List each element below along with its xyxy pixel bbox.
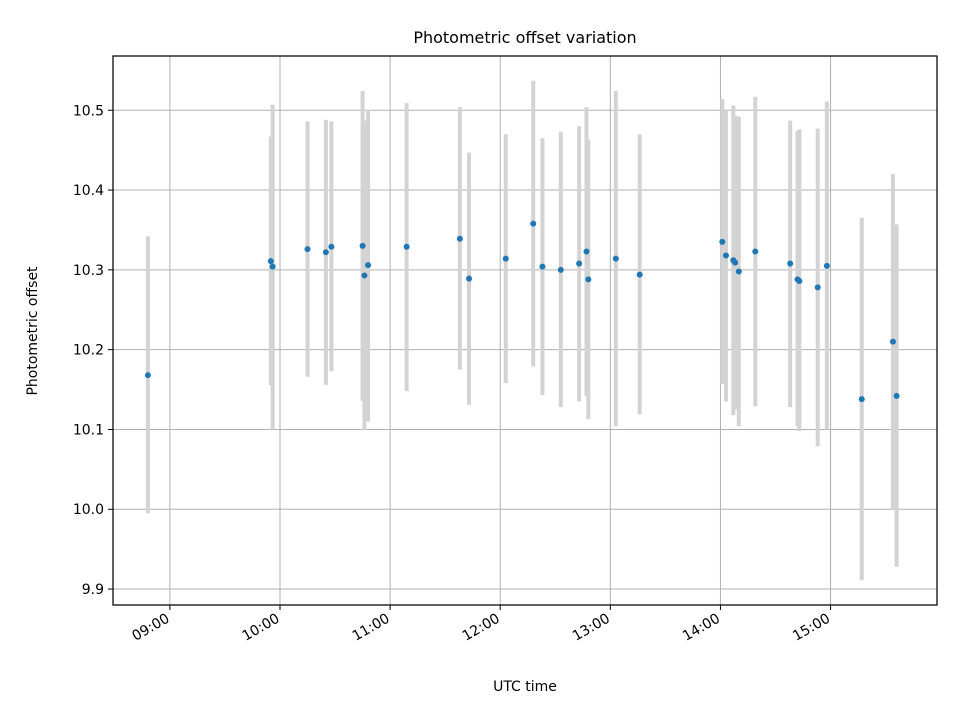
data-point xyxy=(583,248,590,255)
data-point xyxy=(144,372,151,379)
data-point xyxy=(576,260,583,267)
data-point xyxy=(787,260,794,267)
x-tick-label: 12:00 xyxy=(460,611,503,645)
data-point xyxy=(719,238,726,245)
data-point xyxy=(361,272,368,279)
data-point xyxy=(889,338,896,345)
data-point xyxy=(328,243,335,250)
x-tick-label: 09:00 xyxy=(129,611,172,645)
y-tick-label: 10.1 xyxy=(73,422,104,438)
data-point xyxy=(752,248,759,255)
data-point xyxy=(530,220,537,227)
data-point xyxy=(304,246,311,253)
x-axis-label: UTC time xyxy=(493,679,557,695)
x-tick-label: 15:00 xyxy=(790,611,833,645)
data-point xyxy=(732,259,739,266)
data-point xyxy=(359,242,366,249)
data-point xyxy=(539,263,546,270)
x-axis-ticks: 09:00 10:00 11:00 12:00 13:00 14:00 15:00 xyxy=(129,605,833,645)
y-tick-label: 9.9 xyxy=(82,582,104,598)
data-point xyxy=(796,278,803,285)
data-point xyxy=(322,249,329,256)
x-tick-label: 13:00 xyxy=(570,611,613,645)
data-point xyxy=(823,262,830,269)
data-point xyxy=(269,263,276,270)
data-point xyxy=(858,396,865,403)
data-point xyxy=(722,252,729,259)
data-points xyxy=(144,220,900,403)
y-tick-label: 10.4 xyxy=(73,183,104,199)
data-point xyxy=(502,255,509,262)
grid-lines xyxy=(113,56,937,605)
data-point xyxy=(365,262,372,269)
data-point xyxy=(814,284,821,291)
data-point xyxy=(267,258,274,265)
data-point xyxy=(636,271,643,278)
data-point xyxy=(403,243,410,250)
data-point xyxy=(893,392,900,399)
y-tick-label: 10.0 xyxy=(73,502,104,518)
x-tick-label: 14:00 xyxy=(680,611,723,645)
y-tick-label: 10.5 xyxy=(73,103,104,119)
chart-title: Photometric offset variation xyxy=(413,28,636,47)
y-tick-label: 10.3 xyxy=(73,263,104,279)
x-tick-label: 10:00 xyxy=(240,611,283,645)
data-point xyxy=(466,275,473,282)
error-bars xyxy=(145,80,899,581)
y-axis-ticks: 9.9 10.0 10.1 10.2 10.3 10.4 10.5 xyxy=(73,103,113,598)
data-point xyxy=(612,255,619,262)
x-tick-label: 11:00 xyxy=(350,611,393,645)
y-tick-label: 10.2 xyxy=(73,343,104,359)
plot-frame xyxy=(112,55,938,606)
data-point xyxy=(557,266,564,273)
y-axis-label: Photometric offset xyxy=(25,266,41,396)
data-point xyxy=(585,276,592,283)
data-point xyxy=(456,235,463,242)
data-point xyxy=(735,268,742,275)
